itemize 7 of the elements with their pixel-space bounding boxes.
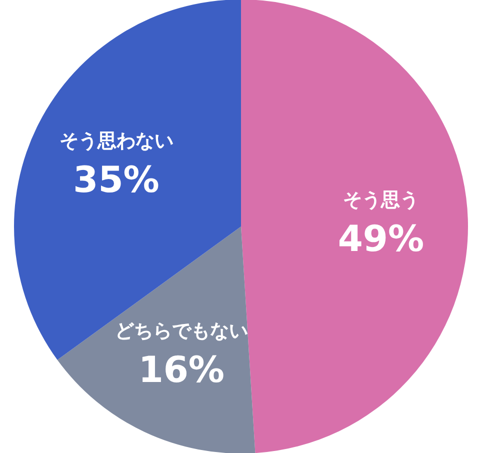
data-label: 16% xyxy=(138,350,224,392)
slice-label: そう思う xyxy=(342,189,419,212)
pie-slice xyxy=(57,226,256,453)
slice-label: どちらでもない xyxy=(114,320,248,342)
data-label: 35% xyxy=(73,160,160,201)
slice-label: そう思わない xyxy=(59,130,174,152)
data-label: 49% xyxy=(338,219,424,260)
